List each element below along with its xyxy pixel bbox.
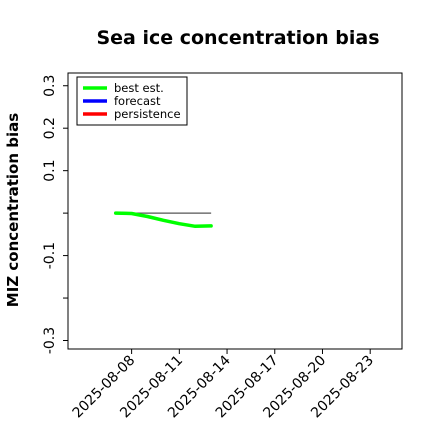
plot-area: [67, 72, 403, 350]
y-axis-label: MIZ concentration bias: [4, 113, 22, 307]
y-tick-label: 0.2: [42, 117, 58, 139]
legend-label: best est.: [114, 81, 164, 95]
chart-marks: -0.3-0.10.10.20.32025-08-082025-08-11202…: [42, 75, 377, 422]
legend-label: forecast: [114, 94, 161, 108]
series-line-0: [113, 211, 213, 229]
chart-title: Sea ice concentration bias: [96, 27, 379, 49]
y-tick-label: 0.1: [42, 160, 58, 182]
y-tick-label: -0.1: [42, 242, 58, 269]
legend-label: persistence: [114, 107, 181, 121]
y-tick-label: 0.3: [42, 75, 58, 97]
y-tick-label: -0.3: [42, 327, 58, 354]
